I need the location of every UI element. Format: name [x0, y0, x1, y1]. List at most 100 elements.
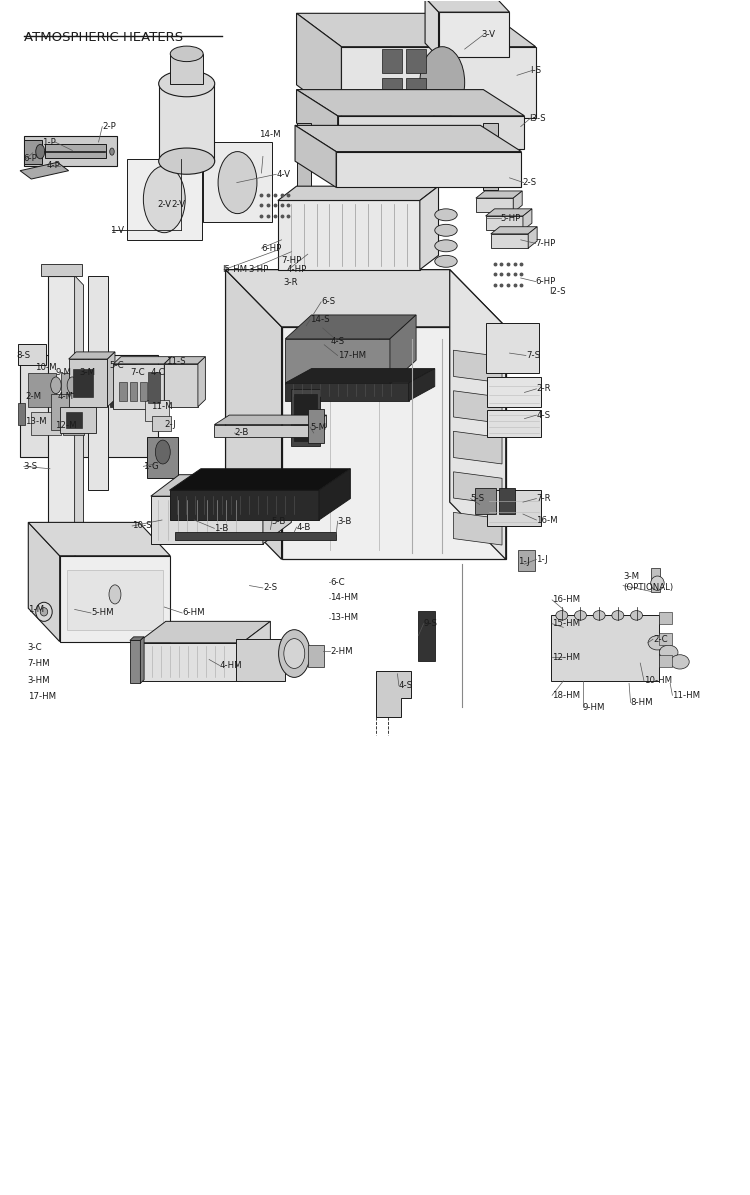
Text: 2-HM: 2-HM	[330, 646, 352, 656]
Ellipse shape	[631, 611, 643, 620]
Text: 9-M: 9-M	[56, 368, 71, 376]
Circle shape	[218, 152, 257, 214]
Text: 15-HM: 15-HM	[552, 619, 580, 629]
Polygon shape	[454, 513, 502, 545]
Text: 5-C: 5-C	[110, 361, 125, 369]
Bar	[110, 376, 136, 406]
Text: 2-B: 2-B	[235, 429, 249, 437]
Text: 6-HM: 6-HM	[182, 608, 205, 618]
Ellipse shape	[556, 611, 568, 620]
Text: 2-R: 2-R	[536, 385, 551, 393]
Polygon shape	[523, 209, 532, 231]
Text: 7-C: 7-C	[130, 368, 146, 376]
Polygon shape	[285, 382, 409, 400]
Bar	[406, 49, 426, 73]
Polygon shape	[49, 276, 74, 556]
Polygon shape	[107, 351, 115, 406]
Polygon shape	[490, 227, 537, 234]
Text: 9-S: 9-S	[424, 619, 437, 629]
Bar	[406, 78, 426, 102]
Circle shape	[68, 376, 77, 393]
Polygon shape	[137, 621, 271, 643]
Circle shape	[51, 376, 62, 393]
Ellipse shape	[593, 611, 605, 620]
Polygon shape	[198, 356, 206, 406]
Polygon shape	[295, 125, 521, 152]
Polygon shape	[45, 145, 106, 158]
Text: 11-M: 11-M	[151, 403, 172, 411]
Text: 13-HM: 13-HM	[330, 613, 358, 623]
Polygon shape	[170, 490, 319, 520]
Polygon shape	[130, 641, 140, 684]
Text: 5-M: 5-M	[310, 423, 326, 431]
Polygon shape	[454, 431, 502, 464]
Polygon shape	[127, 159, 202, 240]
Bar	[652, 568, 661, 592]
Bar	[145, 399, 169, 421]
Polygon shape	[130, 637, 144, 641]
Polygon shape	[336, 152, 521, 188]
Text: 4-S: 4-S	[330, 337, 344, 345]
Polygon shape	[295, 125, 336, 188]
Text: 8-HM: 8-HM	[631, 698, 653, 707]
Text: 1-G: 1-G	[143, 461, 159, 471]
Text: 7-HP: 7-HP	[281, 256, 302, 264]
Text: 3-C: 3-C	[28, 643, 42, 652]
Text: 1-B: 1-B	[214, 523, 229, 533]
Text: 4-B: 4-B	[296, 522, 311, 532]
Polygon shape	[203, 142, 272, 222]
Text: 3-HM: 3-HM	[28, 676, 50, 686]
Ellipse shape	[36, 602, 52, 621]
Polygon shape	[175, 532, 336, 540]
Text: 7-S: 7-S	[526, 351, 540, 360]
Bar	[62, 373, 85, 409]
Polygon shape	[390, 315, 416, 384]
Bar	[293, 393, 317, 441]
Polygon shape	[285, 368, 435, 382]
Polygon shape	[20, 163, 69, 179]
Polygon shape	[454, 472, 502, 504]
Polygon shape	[242, 621, 271, 681]
Text: 5-HM: 5-HM	[91, 608, 114, 618]
Bar	[419, 611, 435, 661]
Polygon shape	[454, 391, 502, 423]
Polygon shape	[376, 672, 411, 717]
Text: 14-S: 14-S	[310, 315, 329, 324]
Polygon shape	[24, 140, 43, 164]
Ellipse shape	[435, 256, 457, 268]
Ellipse shape	[435, 240, 457, 252]
Text: 6-C: 6-C	[330, 577, 345, 587]
Polygon shape	[450, 270, 506, 559]
Ellipse shape	[670, 655, 689, 669]
Circle shape	[110, 148, 114, 155]
Text: 17-HM: 17-HM	[28, 692, 56, 701]
Text: 11-S: 11-S	[166, 357, 185, 366]
Polygon shape	[170, 54, 203, 84]
Bar	[152, 416, 171, 430]
Text: 16-HM: 16-HM	[552, 595, 580, 605]
Polygon shape	[159, 84, 214, 161]
Polygon shape	[528, 227, 537, 249]
Circle shape	[109, 584, 121, 603]
Bar	[147, 436, 178, 478]
Text: 4-M: 4-M	[58, 392, 74, 400]
Text: 4-S: 4-S	[399, 681, 413, 691]
Polygon shape	[485, 209, 532, 216]
Polygon shape	[18, 343, 46, 364]
Bar	[110, 363, 136, 385]
Text: 3-S: 3-S	[24, 461, 38, 471]
Text: 5-HP: 5-HP	[500, 214, 520, 223]
Polygon shape	[113, 356, 172, 363]
Text: 3-V: 3-V	[481, 30, 495, 39]
Bar	[73, 368, 92, 397]
Text: 2-V: 2-V	[158, 200, 172, 209]
Text: 4-V: 4-V	[276, 170, 290, 179]
Polygon shape	[60, 556, 170, 642]
Bar	[148, 372, 160, 403]
Bar	[140, 381, 147, 400]
Circle shape	[36, 145, 45, 159]
Text: 3-HP: 3-HP	[248, 265, 268, 274]
Polygon shape	[296, 13, 341, 118]
Bar	[290, 388, 320, 446]
Text: 16-M: 16-M	[536, 515, 558, 525]
